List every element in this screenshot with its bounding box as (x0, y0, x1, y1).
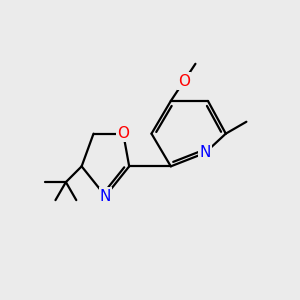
Text: O: O (178, 74, 190, 88)
Text: N: N (100, 189, 111, 204)
Text: O: O (117, 126, 129, 141)
Text: N: N (199, 146, 211, 160)
